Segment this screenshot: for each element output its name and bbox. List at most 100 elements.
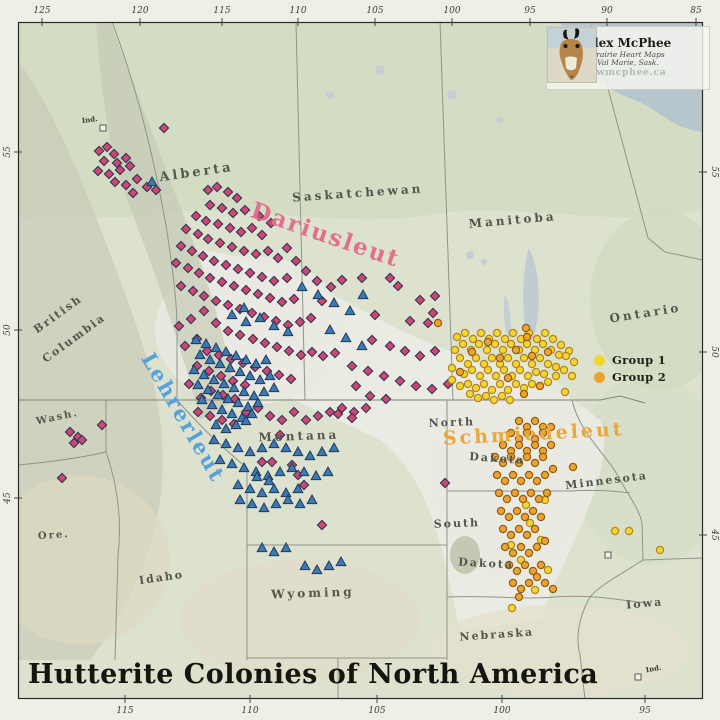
lehrerleut-marker (270, 497, 282, 509)
independent-marker (634, 673, 642, 681)
dariusleut-marker (250, 248, 262, 260)
dariusleut-marker (170, 257, 182, 269)
lehrerleut-marker (252, 396, 264, 408)
schmiedeleut-group1-marker (508, 328, 518, 338)
map-title: Hutterite Colonies of North America (28, 659, 599, 690)
lehrerleut-marker (310, 469, 322, 481)
colony-markers-layer (56, 122, 665, 681)
dariusleut-marker (283, 345, 295, 357)
graticule-tick-label: 110 (289, 6, 306, 16)
schmiedeleut-group1-marker (538, 339, 548, 349)
lehrerleut-marker (280, 441, 292, 453)
border-minnesota-iowa (642, 557, 703, 561)
schmiedeleut-group2-marker (506, 428, 516, 438)
lehrerleut-marker (230, 418, 242, 430)
group1-dot-icon (594, 354, 605, 366)
dariusleut-marker (414, 294, 426, 306)
map-label-wyoming: Wyoming (270, 585, 355, 602)
dariusleut-marker (131, 173, 143, 185)
map-label-dakota: Dakota (458, 556, 514, 572)
lehrerleut-marker (242, 400, 254, 412)
lehrerleut-marker (258, 385, 270, 397)
dariusleut-marker (311, 275, 323, 287)
dariusleut-marker (203, 365, 215, 377)
dariusleut-marker (220, 259, 232, 271)
lehrerleut-marker (220, 422, 232, 434)
dariusleut-marker (364, 390, 376, 402)
lehrerleut-marker (280, 486, 292, 498)
dariusleut-marker (324, 406, 336, 418)
dariusleut-marker (384, 340, 396, 352)
graticule-tick-label: 85 (690, 6, 702, 16)
schmiedeleut-group1-marker (551, 362, 561, 372)
border-idaho-west (105, 400, 120, 661)
schmiedeleut-group1-marker (551, 371, 561, 381)
dariusleut-marker (211, 181, 223, 193)
dariusleut-marker (210, 295, 222, 307)
nebraska-plains-shading (430, 605, 690, 695)
schmiedeleut-group2-marker (524, 548, 534, 558)
schmiedeleut-group1-marker (531, 367, 541, 377)
dariusleut-marker (150, 184, 162, 196)
lehrerleut-marker (210, 418, 222, 430)
dariusleut-marker (201, 345, 213, 357)
schmiedeleut-group2-marker (528, 506, 538, 516)
graticule-ticks-layer: 125 120 115 110 105 100 95 90 85 115 110 105 100 95 55… (3, 6, 719, 716)
dariusleut-marker (384, 272, 396, 284)
dariusleut-marker (180, 223, 192, 235)
schmiedeleut-group1-marker (519, 353, 529, 363)
schmiedeleut-group2-marker (530, 524, 540, 534)
lehrerleut-marker (268, 545, 280, 557)
lehrerleut-marker (240, 353, 252, 365)
schmiedeleut-group2-marker (511, 345, 521, 355)
dariusleut-marker (127, 187, 139, 199)
schmiedeleut-group2-marker (510, 488, 520, 498)
dariusleut-marker (204, 272, 216, 284)
dariusleut-marker (336, 402, 348, 414)
lehrerleut-marker (202, 383, 214, 395)
schmiedeleut-group1-marker (460, 328, 470, 338)
schmiedeleut-group2-marker (506, 452, 516, 462)
attribution-text: Alex McPhee Prairie Heart Maps Val Marie… (551, 36, 705, 79)
dariusleut-marker (392, 280, 404, 292)
schmiedeleut-group2-marker (503, 373, 513, 383)
schmiedeleut-group2-marker (532, 542, 542, 552)
lehrerleut-marker (216, 403, 228, 415)
lehrerleut-marker (306, 493, 318, 505)
boreal-forest-shading (18, 22, 703, 220)
schmiedeleut-group2-marker (514, 416, 524, 426)
lehrerleut-marker (298, 465, 310, 477)
schmiedeleut-group1-marker (487, 353, 497, 363)
dariusleut-marker (264, 410, 276, 422)
dariusleut-marker (325, 281, 337, 293)
schmiedeleut-group2-marker (512, 506, 522, 516)
lehrerleut-marker (294, 497, 306, 509)
dariusleut-marker (274, 429, 286, 441)
schmiedeleut-group1-marker (476, 328, 486, 338)
dariusleut-marker (271, 341, 283, 353)
dariusleut-marker (238, 245, 250, 257)
dariusleut-marker (222, 299, 234, 311)
schmiedeleut-group1-marker (452, 332, 462, 342)
dariusleut-marker (240, 284, 252, 296)
schmiedeleut-group2-marker (514, 440, 524, 450)
dariusleut-marker (366, 334, 378, 346)
dariusleut-marker (259, 337, 271, 349)
schmiedeleut-group2-marker (498, 524, 508, 534)
dariusleut-marker (317, 350, 329, 362)
schmiedeleut-group1-marker (473, 393, 483, 403)
dariusleut-marker (276, 414, 288, 426)
schmiedeleut-group2-marker (495, 353, 505, 363)
schmiedeleut-group1-marker (490, 339, 500, 349)
graticule-tick-label: 55 (709, 166, 719, 178)
schmiedeleut-group1-marker (495, 379, 505, 389)
dariusleut-marker (193, 267, 205, 279)
dariusleut-marker (215, 370, 227, 382)
schmiedeleut-group2-marker (548, 584, 558, 594)
dariusleut-marker (227, 207, 239, 219)
schmiedeleut-group1-marker (491, 371, 501, 381)
dariusleut-marker (216, 276, 228, 288)
dariusleut-marker (187, 285, 199, 297)
graticule-tick-label: 100 (443, 6, 460, 16)
